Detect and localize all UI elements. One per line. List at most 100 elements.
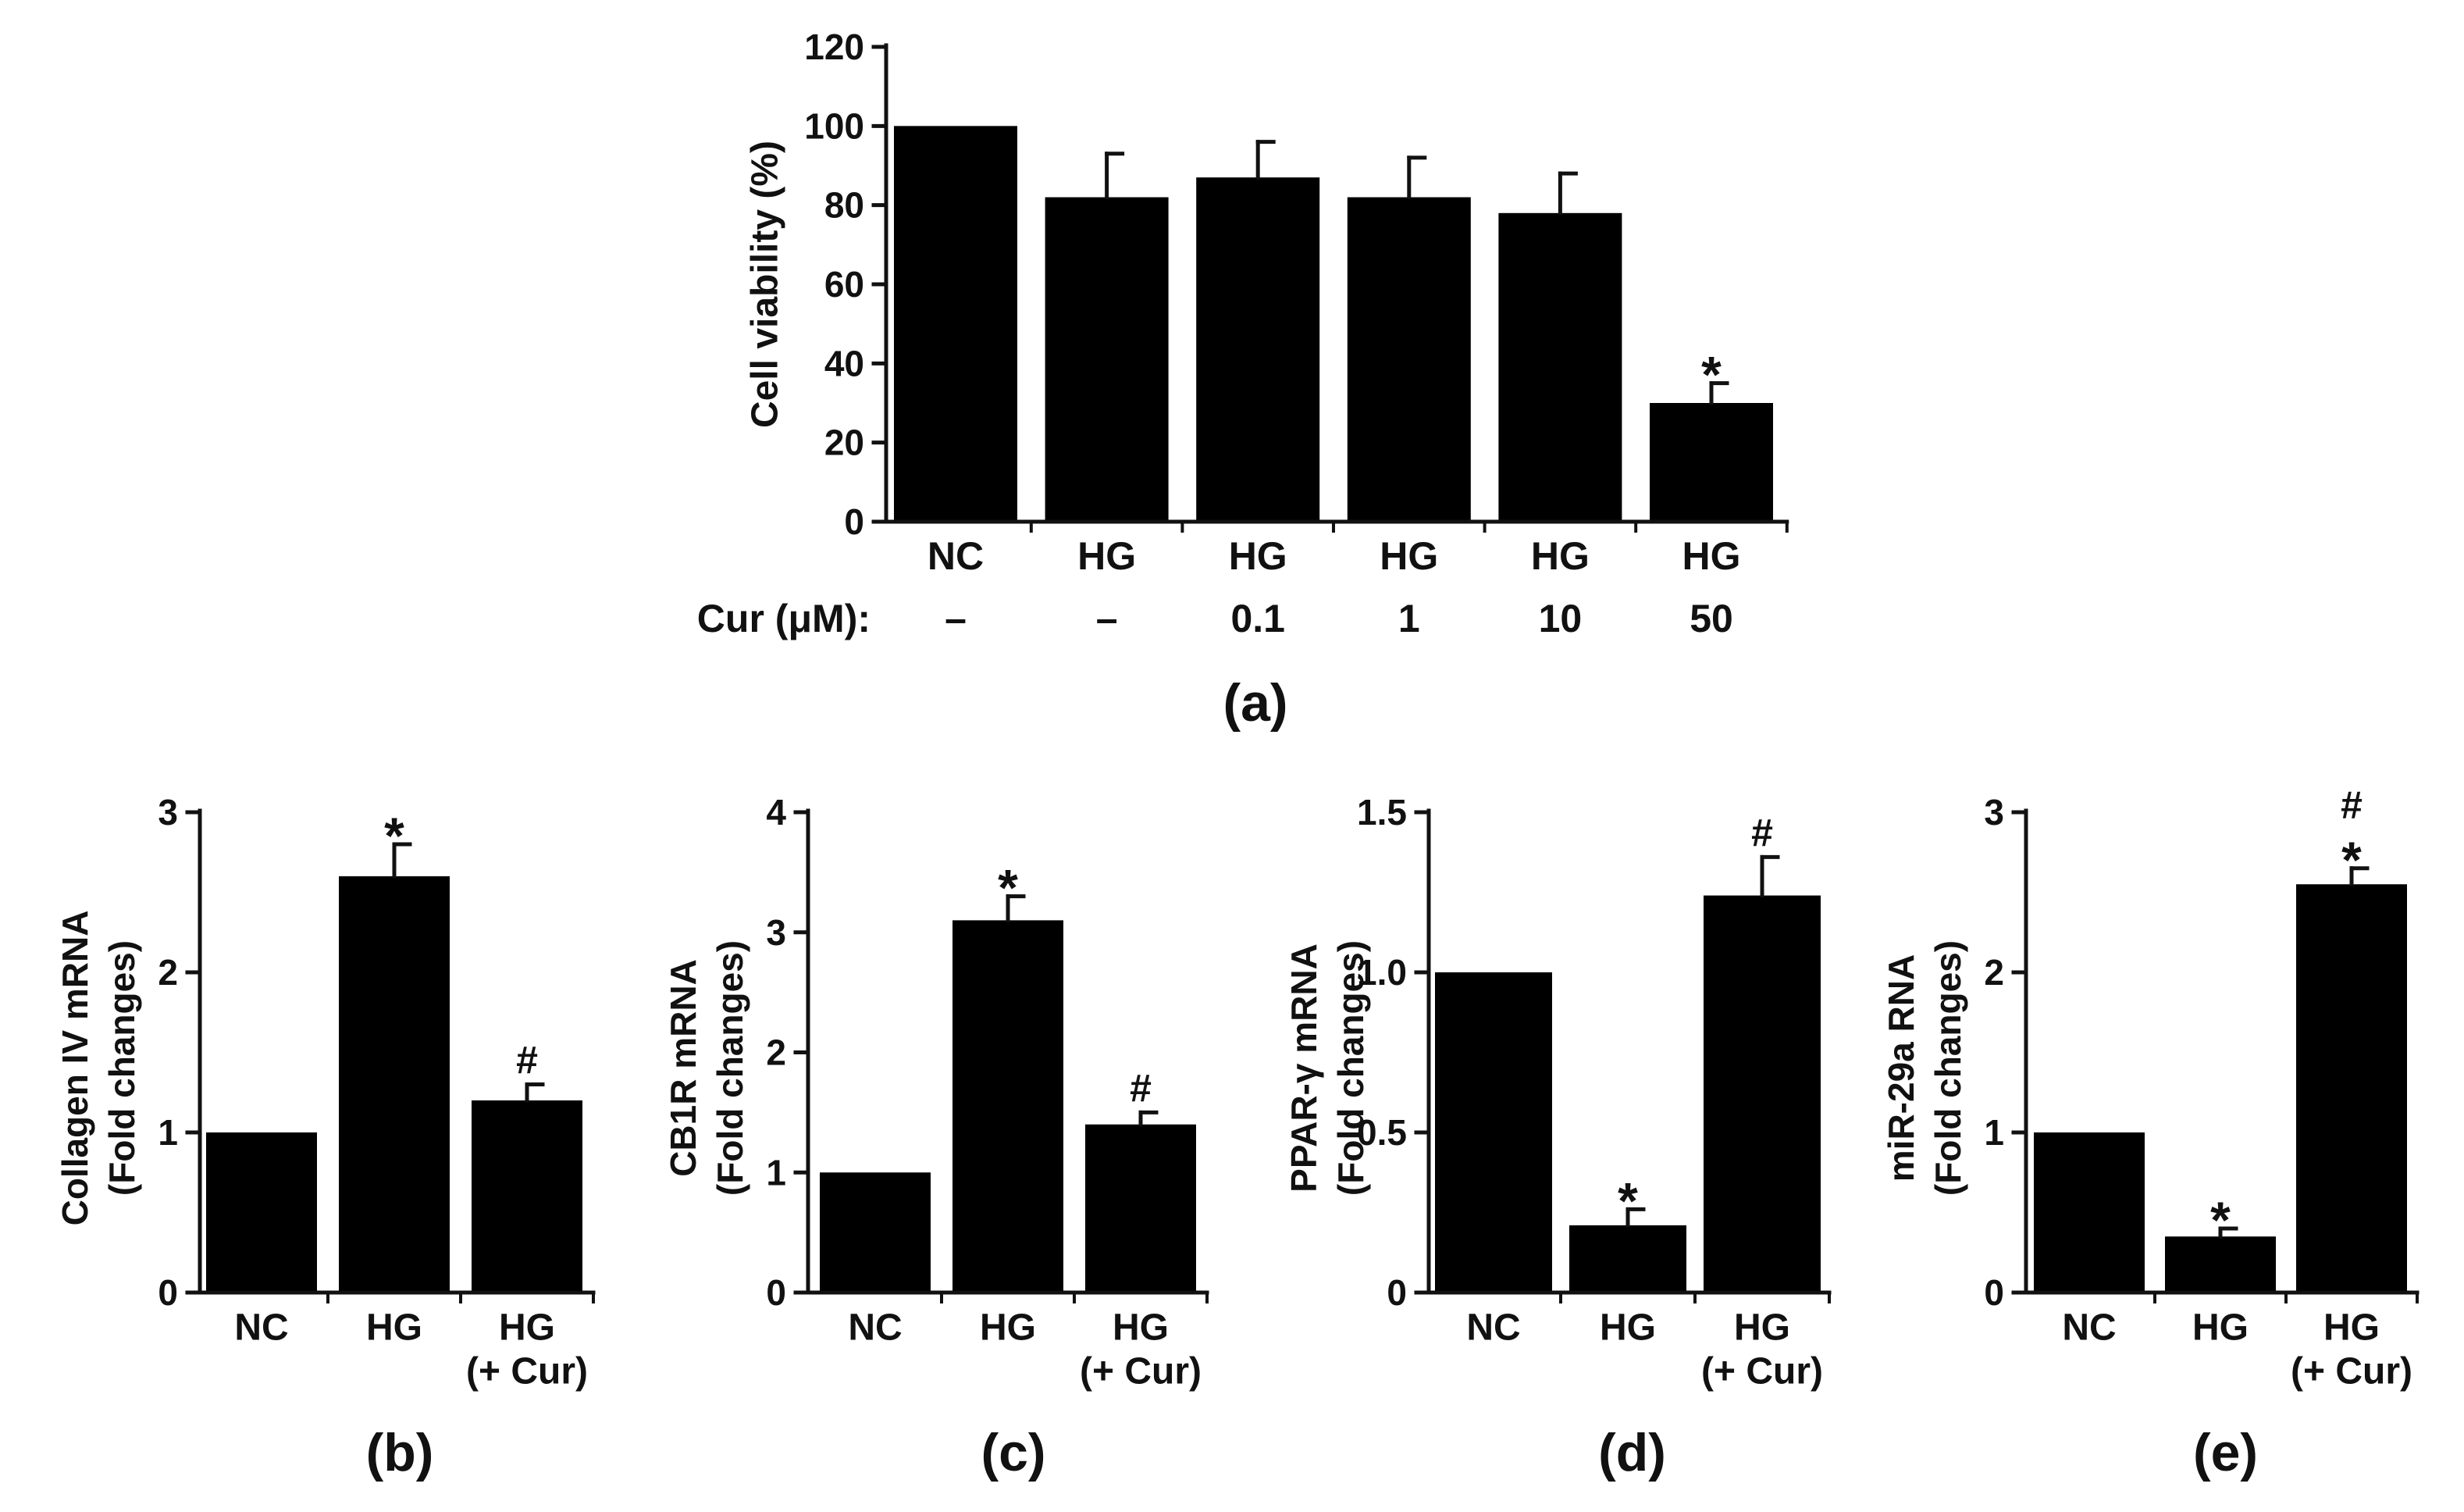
y-tick-label: 2 <box>158 952 178 993</box>
y-axis-label-secondary: (Fold changes) <box>1928 940 1968 1196</box>
y-tick-label: 60 <box>824 264 864 305</box>
category-label: HG <box>1380 534 1438 578</box>
bar <box>1569 1225 1686 1293</box>
y-tick-label: 120 <box>804 27 864 67</box>
bar <box>1196 177 1320 522</box>
y-tick-label: 40 <box>824 343 864 383</box>
y-axis-label-secondary: (Fold changes) <box>710 940 750 1196</box>
cur-value: 10 <box>1539 597 1583 640</box>
significance-asterisk: * <box>384 807 404 865</box>
category-label: HG <box>366 1307 422 1349</box>
category-label: HG <box>1734 1307 1790 1349</box>
significance-hash: # <box>1130 1066 1152 1110</box>
bar <box>820 1172 931 1293</box>
y-tick-label: 80 <box>824 185 864 226</box>
category-label: HG <box>1682 534 1741 578</box>
category-sub-label: (+ Cur) <box>1080 1351 1202 1393</box>
bar <box>1045 197 1169 522</box>
y-tick-label: 3 <box>766 912 786 953</box>
panel-label: (a) <box>1223 673 1287 733</box>
category-sub-label: (+ Cur) <box>466 1351 588 1393</box>
y-axis-label-secondary: (Fold changes) <box>1330 940 1371 1196</box>
cur-row-label: Cur (μM): <box>697 597 871 640</box>
category-label: HG <box>1600 1307 1656 1349</box>
bar <box>1085 1124 1196 1293</box>
significance-asterisk: * <box>998 859 1018 917</box>
y-tick-label: 100 <box>804 105 864 146</box>
significance-asterisk: * <box>1701 346 1722 404</box>
y-tick-label: 3 <box>158 792 178 833</box>
category-label: HG <box>1113 1307 1169 1349</box>
category-sub-label: (+ Cur) <box>2291 1351 2412 1393</box>
y-axis-label: miR-29a RNA <box>1881 954 1921 1182</box>
cur-value: – <box>1096 597 1118 640</box>
category-label: HG <box>980 1307 1036 1349</box>
significance-asterisk: * <box>2210 1191 2231 1249</box>
significance-hash: # <box>2341 783 2363 827</box>
bar <box>2296 884 2407 1293</box>
y-tick-label: 4 <box>766 792 786 833</box>
y-tick-label: 2 <box>1984 952 2004 993</box>
bar <box>206 1132 317 1293</box>
y-tick-label: 1 <box>1984 1112 2004 1153</box>
y-tick-label: 1.5 <box>1357 792 1407 833</box>
y-tick-label: 1 <box>766 1152 786 1193</box>
panel-label: (c) <box>981 1423 1045 1482</box>
y-axis-label: Cell viability (%) <box>745 141 786 428</box>
cur-value: 50 <box>1690 597 1733 640</box>
significance-hash: # <box>1751 811 1773 854</box>
y-tick-label: 0 <box>844 501 864 542</box>
cur-value: – <box>945 597 967 640</box>
bar <box>1435 972 1552 1293</box>
category-label: HG <box>2323 1307 2380 1349</box>
category-label: NC <box>234 1307 288 1349</box>
y-axis-label-secondary: (Fold changes) <box>101 940 142 1196</box>
category-label: NC <box>928 534 984 578</box>
significance-asterisk: * <box>2341 831 2362 889</box>
bar <box>1650 403 1773 522</box>
y-tick-label: 0 <box>766 1272 786 1313</box>
bar <box>339 876 450 1293</box>
y-tick-label: 20 <box>824 423 864 463</box>
category-sub-label: (+ Cur) <box>1701 1351 1823 1393</box>
y-axis-label: PPAR-γ mRNA <box>1284 943 1324 1193</box>
category-label: HG <box>499 1307 555 1349</box>
panel-label: (b) <box>366 1423 434 1482</box>
y-tick-label: 2 <box>766 1032 786 1073</box>
bar <box>1498 212 1622 522</box>
category-label: HG <box>1229 534 1287 578</box>
bar <box>1704 895 1821 1293</box>
panel-a: 0 20 40 60 80 100 120 NC HG HG HG HG HG * Cell viabili… <box>697 27 1789 733</box>
category-label: HG <box>1077 534 1136 578</box>
y-tick-label: 1.0 <box>1357 952 1407 993</box>
bar <box>2165 1236 2276 1293</box>
y-tick-label: 0 <box>158 1272 178 1313</box>
cur-value: 1 <box>1398 597 1420 640</box>
y-tick-label: 0 <box>1387 1272 1407 1313</box>
category-label: NC <box>848 1307 902 1349</box>
y-tick-label: 3 <box>1984 792 2004 833</box>
cur-value: 0.1 <box>1230 597 1285 640</box>
bar <box>472 1100 582 1293</box>
panel-d: 00.51.01.5NC HG HG(+ Cur)*#PPAR-γ mRNA (Fol… <box>1284 792 1832 1482</box>
category-label: HG <box>1531 534 1590 578</box>
significance-asterisk: * <box>1618 1171 1638 1229</box>
y-axis-label: Collagen IV mRNA <box>55 911 95 1226</box>
bar <box>2034 1132 2145 1293</box>
bar <box>894 126 1017 522</box>
y-axis-label: CB1R mRNA <box>663 959 703 1177</box>
panel-label: (e) <box>2193 1423 2258 1482</box>
y-tick-label: 0 <box>1984 1272 2004 1313</box>
bar <box>952 920 1063 1293</box>
panel-label: (d) <box>1598 1423 1666 1482</box>
bar <box>1347 197 1471 522</box>
category-label: HG <box>2192 1307 2249 1349</box>
category-label: NC <box>1466 1307 1520 1349</box>
category-label: NC <box>2062 1307 2116 1349</box>
y-tick-label: 1 <box>158 1112 178 1153</box>
significance-hash: # <box>516 1039 538 1082</box>
